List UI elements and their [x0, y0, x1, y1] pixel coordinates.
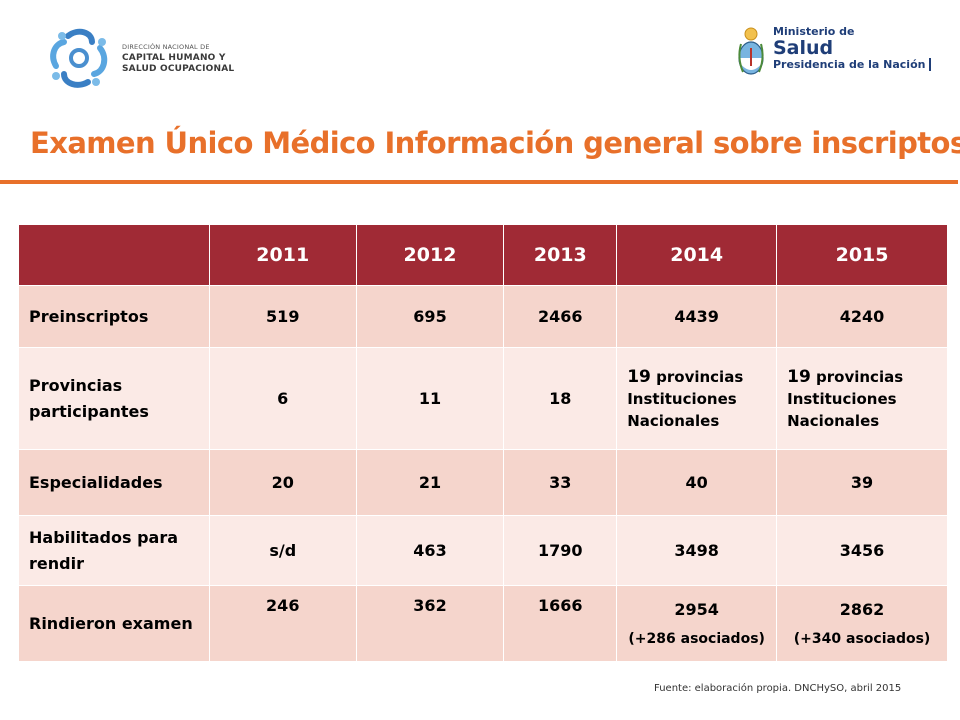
ministerio-logo-text: Ministerio de Salud Presidencia de la Na… — [773, 25, 932, 71]
table-cell: 4240 — [776, 285, 948, 348]
row-label: Habilitados para rendir — [18, 515, 210, 586]
table-cell: 18 — [503, 347, 618, 450]
associates-note: (+340 asociados) — [793, 631, 931, 647]
table-cell: 463 — [355, 515, 505, 586]
provinces-word: provincias — [656, 367, 744, 386]
table-cell: 20 — [208, 449, 357, 516]
table-cell: 2954 (+286 asociados) — [616, 585, 778, 662]
header-year: 2011 — [208, 224, 357, 286]
exam-count: 2862 — [839, 600, 885, 619]
header-year: 2014 — [616, 224, 778, 286]
title-divider — [0, 180, 958, 184]
dnchyso-logo: DIRECCIÓN NACIONAL DE CAPITAL HUMANO Y S… — [48, 26, 234, 90]
table-row: Provincias participantes 6 11 18 19 prov… — [18, 347, 948, 450]
row-label: Rindieron examen — [18, 585, 210, 662]
institutions-line: Instituciones — [787, 389, 897, 408]
table-cell: 6 — [208, 347, 357, 450]
ministerio-label: Ministerio de — [773, 25, 855, 38]
provinces-count: 19 — [627, 366, 651, 387]
header-year: 2015 — [776, 224, 948, 286]
table-cell: 2862 (+340 asociados) — [776, 585, 948, 662]
table-row: Habilitados para rendir s/d 463 1790 349… — [18, 515, 948, 586]
table-cell: 39 — [776, 449, 948, 516]
table-cell: 3498 — [616, 515, 778, 586]
table-cell: 33 — [503, 449, 618, 516]
table-cell: 246 — [208, 585, 357, 662]
table-cell: 3456 — [776, 515, 948, 586]
logo-line-3: SALUD OCUPACIONAL — [122, 63, 235, 74]
associates-note: (+286 asociados) — [628, 631, 765, 647]
row-label: Preinscriptos — [18, 285, 210, 348]
table-cell: 19 provincias Instituciones Nacionales — [776, 347, 948, 450]
institutions-line: Instituciones — [627, 389, 737, 408]
table-cell: 2466 — [503, 285, 618, 348]
nationals-line: Nacionales — [787, 411, 880, 430]
table-cell: 4439 — [616, 285, 778, 348]
table-cell: 1790 — [503, 515, 618, 586]
table-header-row: 2011 2012 2013 2014 2015 — [18, 224, 948, 286]
presidencia-label: Presidencia de la Nación — [773, 58, 932, 71]
table-cell: 21 — [355, 449, 505, 516]
enrollment-table: 2011 2012 2013 2014 2015 Preinscriptos 5… — [18, 224, 948, 662]
table-cell: s/d — [208, 515, 357, 586]
logo-line-2: CAPITAL HUMANO Y — [122, 52, 226, 63]
header-year: 2013 — [503, 224, 618, 286]
nationals-line: Nacionales — [627, 411, 720, 430]
table-row: Preinscriptos 519 695 2466 4439 4240 — [18, 285, 948, 348]
page-title: Examen Único Médico Información general … — [30, 126, 960, 160]
table-cell: 362 — [355, 585, 505, 662]
header-year: 2012 — [355, 224, 505, 286]
table-cell: 519 — [208, 285, 357, 348]
provinces-word: provincias — [816, 367, 904, 386]
row-label: Especialidades — [18, 449, 210, 516]
provinces-count: 19 — [787, 366, 811, 387]
source-note: Fuente: elaboración propia. DNCHySO, abr… — [654, 683, 902, 694]
dnchyso-emblem-icon — [50, 28, 108, 88]
row-label: Provincias participantes — [18, 347, 210, 450]
logo-line-1: DIRECCIÓN NACIONAL DE — [122, 42, 210, 51]
ministerio-salud-logo: Ministerio de Salud Presidencia de la Na… — [735, 25, 932, 80]
exam-count: 2954 — [674, 600, 719, 619]
salud-label: Salud — [773, 37, 834, 59]
header-corner-cell — [18, 224, 210, 286]
table-row: Rindieron examen 246 362 1666 2954 (+286… — [18, 585, 948, 662]
table-cell: 11 — [355, 347, 505, 450]
table-cell: 695 — [355, 285, 505, 348]
table-row: Especialidades 20 21 33 40 39 — [18, 449, 948, 516]
dnchyso-logo-text: DIRECCIÓN NACIONAL DE CAPITAL HUMANO Y S… — [122, 42, 234, 75]
table-cell: 40 — [616, 449, 778, 516]
argentina-coat-of-arms-icon — [738, 27, 764, 75]
table-cell: 1666 — [503, 585, 618, 662]
table-cell: 19 provincias Instituciones Nacionales — [616, 347, 778, 450]
